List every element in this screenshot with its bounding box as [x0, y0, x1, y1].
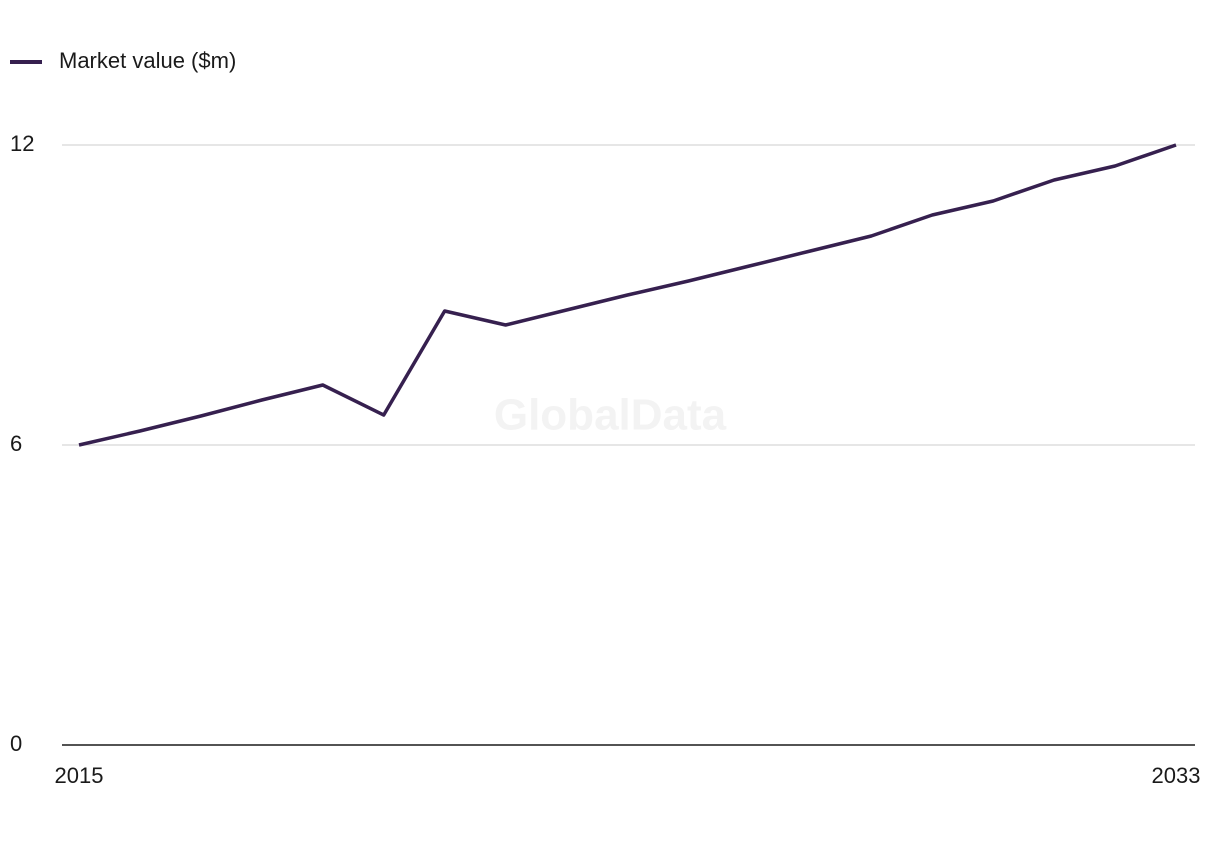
- watermark: GlobalData: [494, 391, 727, 440]
- legend-label: Market value ($m): [59, 48, 236, 73]
- y-tick-label: 0: [10, 731, 22, 756]
- x-tick-label: 2033: [1152, 763, 1201, 788]
- y-tick-label: 12: [10, 131, 34, 156]
- y-tick-label: 6: [10, 431, 22, 456]
- x-tick-label: 2015: [55, 763, 104, 788]
- data-line: [78, 143, 1177, 447]
